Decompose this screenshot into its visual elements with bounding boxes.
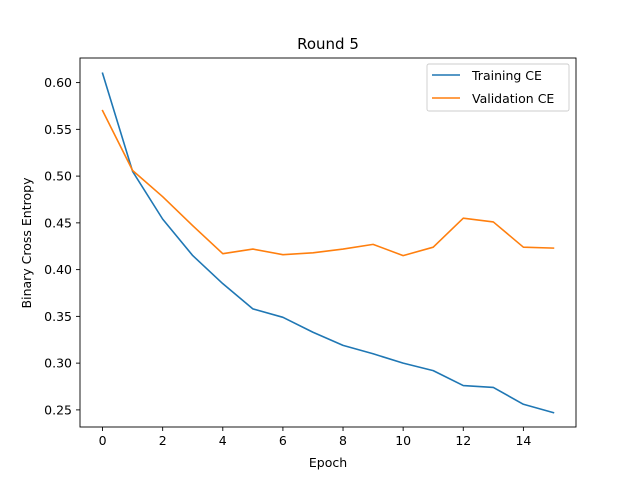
x-axis-label: Epoch	[309, 455, 347, 470]
training-ce-line	[101, 72, 555, 414]
y-tick-label: 0.25	[44, 402, 72, 417]
legend-box	[426, 63, 570, 112]
x-tick-label: 4	[219, 433, 227, 448]
axes-frame	[79, 57, 577, 428]
x-tick-label: 6	[279, 433, 287, 448]
y-tick-label: 0.55	[44, 122, 72, 137]
y-tick-label: 0.30	[44, 356, 72, 371]
x-tick-label: 14	[515, 433, 531, 448]
x-axis-ticks: 0 2 4 6 8 10 12 14	[99, 427, 531, 448]
series-layer	[101, 72, 555, 414]
legend-label-validation: Validation CE	[472, 91, 554, 106]
y-tick-label: 0.50	[44, 169, 72, 184]
y-tick-label: 0.40	[44, 262, 72, 277]
validation-ce-line	[101, 109, 555, 257]
x-tick-label: 10	[395, 433, 411, 448]
y-tick-label: 0.35	[44, 309, 72, 324]
y-tick-label: 0.45	[44, 215, 72, 230]
chart-title: Round 5	[297, 35, 359, 53]
x-tick-label: 12	[455, 433, 471, 448]
y-axis-ticks: 0.25 0.30 0.35 0.40 0.45 0.50 0.55 0.60	[44, 75, 80, 417]
y-axis-label: Binary Cross Entropy	[19, 177, 34, 309]
x-tick-label: 2	[159, 433, 167, 448]
y-tick-label: 0.60	[44, 75, 72, 90]
x-tick-label: 8	[339, 433, 347, 448]
x-tick-label: 0	[99, 433, 107, 448]
legend: Training CE Validation CE	[426, 63, 570, 112]
legend-label-training: Training CE	[471, 68, 542, 83]
